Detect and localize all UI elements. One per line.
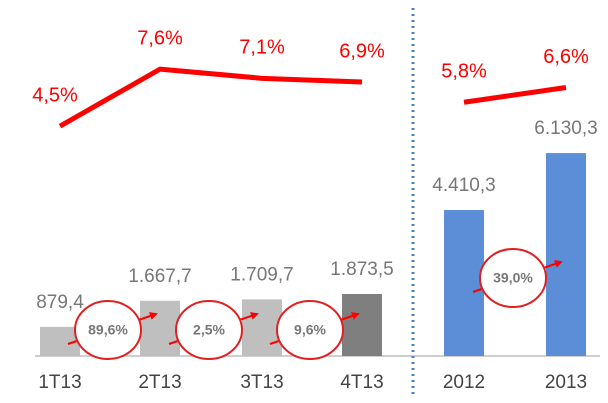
bar [444, 210, 484, 356]
line-label: 4,5% [32, 84, 78, 106]
value-label: 6.130,3 [534, 118, 597, 139]
x-tick-label: 2013 [545, 372, 587, 393]
x-tick-label: 4T13 [340, 372, 383, 393]
value-label: 1.667,7 [128, 266, 191, 287]
growth-circle [276, 300, 344, 360]
growth-circle [74, 300, 142, 360]
line-label: 5,8% [441, 61, 487, 83]
line [463, 85, 567, 105]
line-label: 7,6% [137, 27, 183, 49]
value-label: 4.410,3 [432, 175, 495, 196]
growth-label: 9,6% [294, 322, 326, 338]
line-label: 6,9% [339, 40, 385, 62]
line-label: 6,6% [543, 46, 589, 68]
growth-label: 39,0% [493, 270, 533, 286]
x-tick-label: 2012 [443, 372, 485, 393]
bar [342, 293, 382, 356]
value-label: 1.873,5 [330, 259, 393, 280]
line [58, 66, 363, 129]
x-tick-label: 1T13 [38, 372, 81, 393]
bar [546, 153, 586, 356]
bar [242, 299, 282, 356]
growth-label: 2,5% [193, 322, 225, 338]
value-label: 1.709,7 [230, 264, 293, 285]
growth-circle [175, 300, 243, 360]
x-tick-label: 2T13 [138, 372, 181, 393]
growth-label: 89,6% [88, 322, 128, 338]
bar [140, 300, 180, 356]
growth-circle [479, 248, 547, 308]
x-tick-label: 3T13 [240, 372, 283, 393]
line-label: 7,1% [239, 37, 285, 59]
value-label: 879,4 [36, 292, 84, 313]
